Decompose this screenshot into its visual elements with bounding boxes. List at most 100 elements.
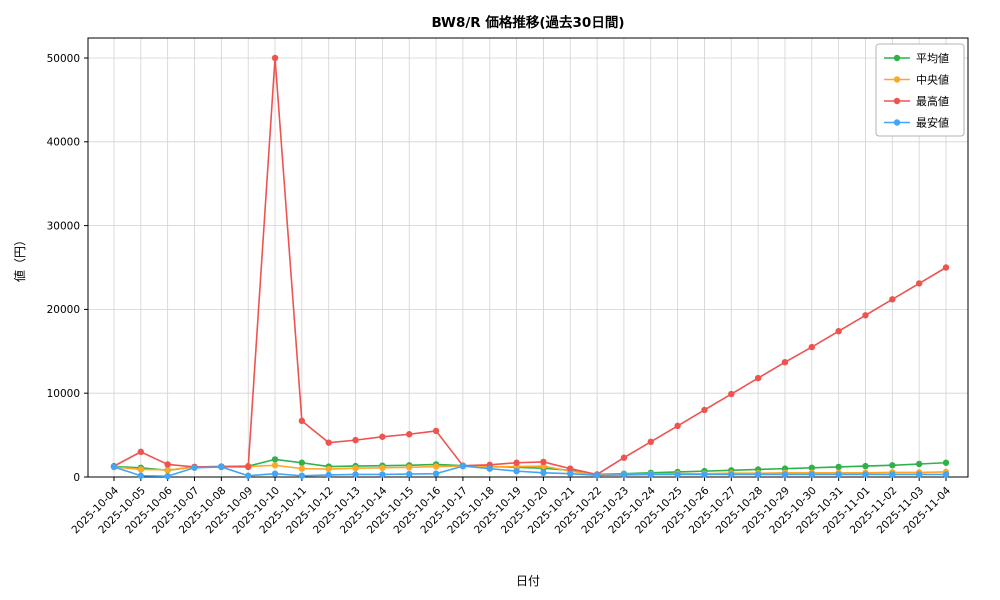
- legend-marker-min: [893, 119, 901, 126]
- series-marker-min: [942, 471, 950, 478]
- series-marker-min: [754, 471, 762, 478]
- y-tick-label: 40000: [47, 137, 80, 149]
- series-marker-max: [942, 264, 950, 271]
- series-marker-average: [889, 462, 896, 469]
- series-marker-max: [728, 390, 735, 398]
- series-marker-average: [915, 460, 923, 468]
- series-marker-max: [379, 433, 386, 440]
- series-marker-min: [271, 470, 279, 477]
- series-marker-min: [513, 467, 520, 475]
- series-marker-max: [567, 465, 574, 472]
- series-marker-min: [325, 471, 332, 479]
- y-tick-label: 0: [73, 472, 80, 484]
- series-marker-min: [164, 472, 171, 480]
- series-marker-min: [701, 471, 708, 478]
- legend-marker-average: [893, 54, 901, 62]
- series-marker-max: [540, 458, 547, 466]
- axis-layer: 010000200003000040000500002025-10-042025…: [47, 53, 954, 536]
- series-marker-max: [620, 454, 628, 461]
- y-axis-label: 値（円）: [12, 234, 27, 282]
- grid-layer: [88, 38, 968, 478]
- series-line-average: [113, 458, 947, 476]
- series-marker-median: [164, 466, 171, 474]
- series-marker-median: [379, 464, 386, 471]
- series-marker-min: [352, 471, 359, 478]
- series-marker-max: [513, 459, 520, 466]
- series-line-max: [113, 57, 947, 476]
- series-marker-median: [432, 463, 440, 470]
- series-marker-max: [137, 448, 145, 456]
- series-marker-min: [379, 471, 386, 478]
- x-axis-label: 日付: [516, 574, 540, 588]
- series-marker-max: [889, 296, 896, 303]
- series-marker-max: [647, 438, 654, 446]
- series-marker-min: [674, 471, 681, 478]
- series-line-min: [113, 465, 946, 477]
- series-marker-max: [701, 406, 708, 414]
- legend-frame: [875, 43, 965, 137]
- series-marker-min: [889, 471, 896, 478]
- series-marker-min: [781, 471, 789, 478]
- series-marker-min: [808, 471, 816, 478]
- series-marker-min: [298, 472, 306, 479]
- series-marker-max: [862, 312, 869, 319]
- series-marker-min: [191, 464, 198, 471]
- series-marker-min: [620, 471, 628, 479]
- series-marker-average: [835, 463, 842, 471]
- legend-label-average: 平均値: [916, 51, 949, 65]
- series-marker-max: [808, 343, 816, 351]
- legend-label-median: 中央値: [916, 74, 949, 87]
- series-marker-max: [164, 461, 171, 468]
- series-line-median: [113, 464, 947, 476]
- series-marker-average: [271, 456, 279, 463]
- legend-label-max: 最高値: [916, 94, 949, 108]
- series-marker-median: [137, 466, 145, 473]
- y-tick-label: 50000: [47, 53, 80, 65]
- series-marker-min: [486, 465, 493, 472]
- series-marker-max: [352, 436, 359, 444]
- series-marker-min: [728, 471, 735, 478]
- legend-marker-median: [893, 76, 901, 83]
- y-tick-label: 10000: [47, 388, 80, 400]
- series-marker-min: [244, 472, 252, 479]
- series-marker-min: [835, 471, 842, 478]
- series-marker-min: [647, 471, 654, 478]
- plot-border: [87, 37, 969, 478]
- series-marker-min: [432, 470, 440, 477]
- series-marker-max: [674, 422, 681, 430]
- series-marker-median: [271, 462, 279, 469]
- y-tick-label: 30000: [47, 220, 80, 232]
- series-marker-min: [406, 470, 413, 478]
- series-marker-max: [271, 54, 279, 62]
- chart-title: BW8/R 価格推移(過去30日間): [432, 14, 625, 31]
- series-marker-min: [218, 463, 225, 471]
- series-layer: [110, 54, 950, 480]
- series-marker-max: [432, 427, 440, 435]
- series-marker-min: [540, 469, 547, 477]
- series-marker-median: [298, 465, 306, 472]
- series-marker-max: [244, 463, 252, 471]
- series-marker-min: [593, 472, 601, 479]
- legend-marker-max: [893, 97, 901, 105]
- series-marker-min: [915, 471, 923, 478]
- series-marker-average: [862, 462, 869, 470]
- series-marker-max: [325, 439, 332, 446]
- series-marker-min: [567, 470, 574, 477]
- series-marker-max: [754, 374, 762, 382]
- series-marker-max: [915, 280, 923, 287]
- series-marker-min: [137, 472, 145, 479]
- series-marker-average: [298, 459, 306, 466]
- series-marker-median: [352, 465, 359, 472]
- series-marker-average: [808, 464, 816, 471]
- series-marker-max: [298, 417, 306, 425]
- legend-label-min: 最安値: [916, 117, 949, 130]
- series-marker-median: [406, 464, 413, 471]
- series-marker-min: [459, 462, 467, 470]
- series-marker-max: [406, 431, 413, 438]
- series-marker-average: [942, 459, 950, 466]
- series-marker-max: [835, 327, 842, 335]
- series-marker-max: [781, 358, 789, 366]
